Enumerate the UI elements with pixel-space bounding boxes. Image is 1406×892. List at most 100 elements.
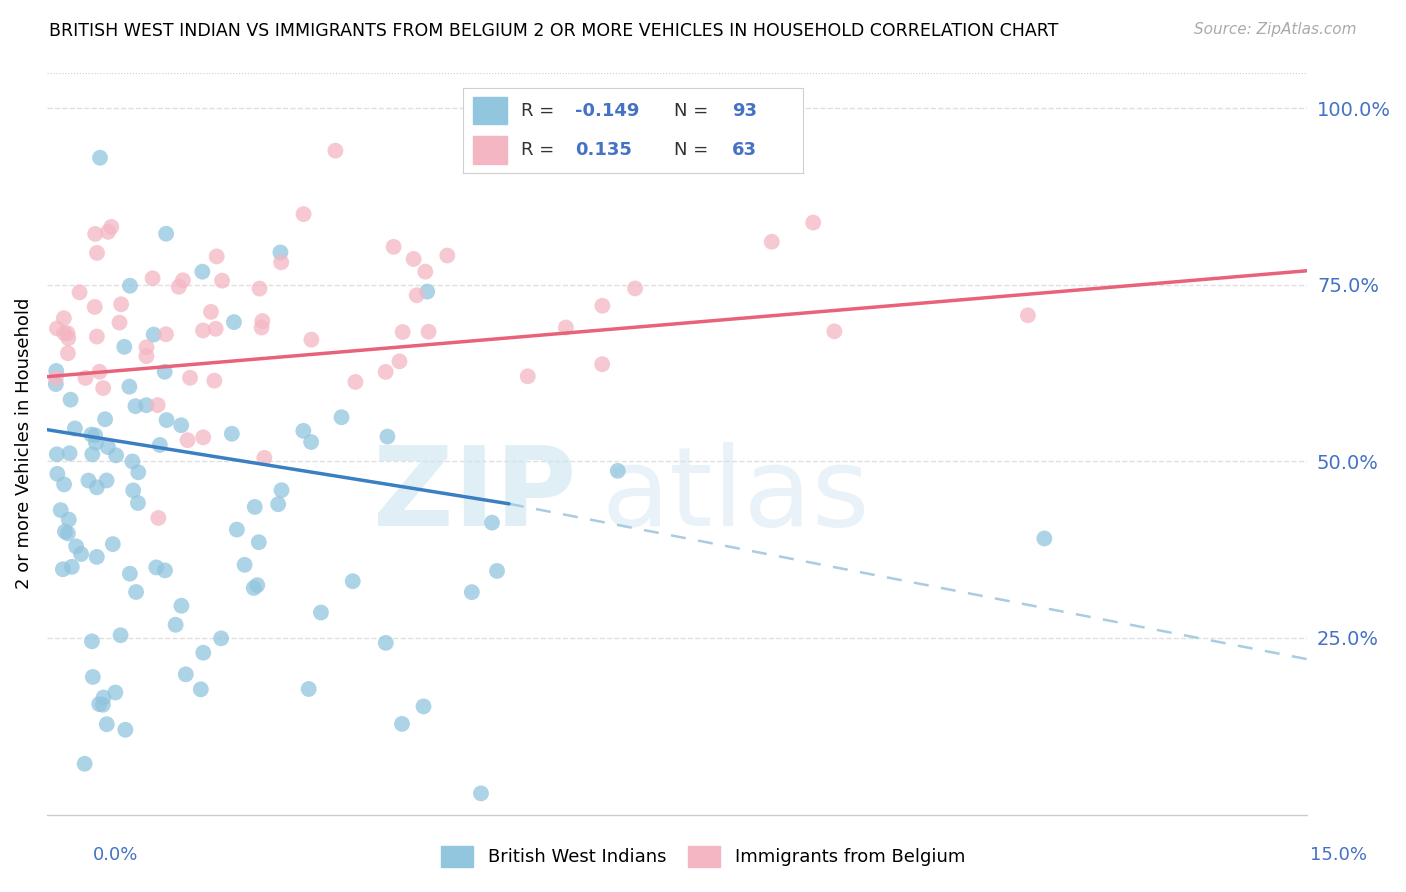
Text: 0.0%: 0.0% (93, 846, 138, 863)
Point (60, 559, 83, 574)
Point (94, 412, 117, 426)
Point (202, 374, 225, 388)
Point (53, 477, 76, 491)
Point (45, 364, 67, 378)
Point (86, 246, 108, 260)
Point (91, 698, 114, 712)
Point (1033, 532, 1056, 546)
Point (108, 316, 131, 330)
Point (377, 429, 399, 443)
Point (176, 433, 198, 447)
Point (299, 435, 322, 450)
Text: ZIP: ZIP (373, 442, 576, 549)
Point (270, 255, 292, 269)
Point (436, 248, 458, 262)
Point (761, 235, 783, 249)
Point (325, 144, 347, 158)
Point (52, 311, 75, 326)
Point (73, 756, 96, 771)
Point (418, 325, 440, 339)
Point (124, 399, 146, 413)
Point (93, 690, 115, 705)
Point (56, 346, 79, 360)
Point (56, 326, 79, 341)
Point (165, 617, 187, 632)
Point (65, 540, 87, 554)
Point (1017, 309, 1039, 323)
Point (221, 426, 243, 441)
Point (461, 585, 484, 599)
Point (53, 524, 76, 539)
Point (222, 315, 245, 329)
Point (135, 398, 157, 412)
Point (84, 227, 107, 241)
Point (75, 371, 97, 385)
Point (591, 299, 613, 313)
Point (309, 606, 332, 620)
Point (249, 282, 271, 296)
Point (52, 562, 75, 576)
Point (89, 697, 111, 711)
Point (204, 322, 226, 336)
Point (155, 327, 177, 342)
Point (167, 279, 190, 293)
Point (190, 682, 212, 697)
Point (233, 558, 256, 572)
Point (172, 273, 194, 287)
Point (97, 225, 120, 239)
Point (112, 340, 135, 354)
Point (127, 496, 149, 510)
Point (89, 365, 111, 379)
Point (86, 329, 108, 343)
Point (193, 430, 215, 444)
Point (191, 265, 214, 279)
Point (104, 685, 127, 699)
Point (200, 305, 222, 319)
Point (49, 503, 72, 517)
Point (135, 340, 157, 354)
Point (344, 375, 367, 389)
Point (330, 410, 353, 425)
Point (299, 333, 322, 347)
Point (86, 549, 108, 564)
Point (46, 467, 69, 481)
Text: Source: ZipAtlas.com: Source: ZipAtlas.com (1194, 22, 1357, 37)
Point (413, 265, 436, 279)
Point (416, 285, 439, 299)
Point (591, 357, 613, 371)
Point (59, 392, 82, 407)
Point (91, 381, 114, 395)
Point (45, 447, 67, 461)
Point (70, 547, 93, 561)
Point (470, 786, 492, 800)
Point (96, 717, 118, 731)
Point (382, 240, 405, 254)
Point (298, 681, 321, 696)
Point (391, 717, 413, 731)
Point (269, 245, 291, 260)
Point (155, 227, 177, 241)
Point (801, 216, 824, 230)
Point (486, 564, 509, 578)
Point (342, 574, 364, 589)
Point (405, 288, 427, 302)
Text: BRITISH WEST INDIAN VS IMMIGRANTS FROM BELGIUM 2 OR MORE VEHICLES IN HOUSEHOLD C: BRITISH WEST INDIAN VS IMMIGRANTS FROM B… (49, 22, 1059, 40)
Point (146, 398, 169, 412)
Point (58, 331, 80, 345)
Point (121, 454, 143, 468)
Point (142, 271, 165, 285)
Point (243, 581, 266, 595)
Point (374, 365, 396, 379)
Point (374, 636, 396, 650)
Point (84, 428, 107, 442)
Point (606, 464, 628, 478)
Point (211, 274, 233, 288)
Point (63, 421, 86, 435)
Point (252, 314, 274, 328)
Point (122, 483, 145, 498)
Point (209, 632, 232, 646)
Text: 15.0%: 15.0% (1310, 846, 1367, 863)
Point (292, 207, 315, 221)
Point (554, 320, 576, 334)
Point (191, 324, 214, 338)
